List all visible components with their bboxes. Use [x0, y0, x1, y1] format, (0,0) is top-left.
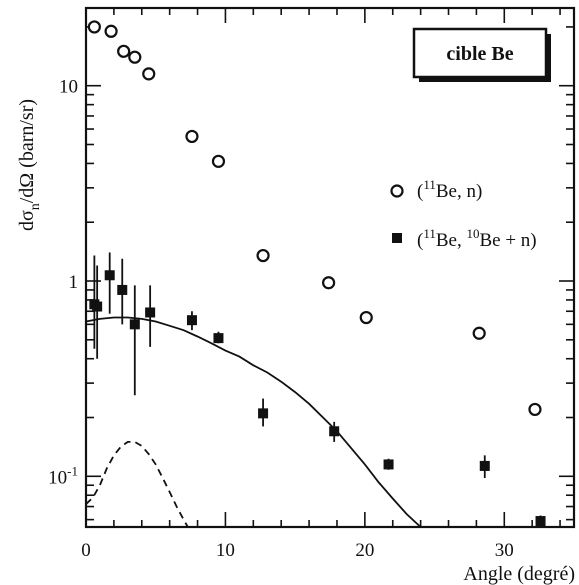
data-point-filled-square: [145, 307, 156, 318]
data-point-filled-square: [186, 315, 197, 326]
x-tick-label: 10: [216, 540, 235, 561]
data-point-open-circle: [256, 248, 270, 263]
y-tick-label: 1: [69, 272, 79, 293]
data-point-open-circle: [528, 402, 542, 417]
data-point-filled-square: [92, 301, 103, 312]
data-point-filled-square: [104, 270, 115, 281]
data-point-open-circle: [472, 326, 486, 340]
data-point-filled-square: [213, 333, 224, 344]
y-tick-label: 10: [59, 77, 78, 98]
data-point-open-circle: [87, 20, 101, 34]
curves: [85, 316, 422, 528]
data-point-filled-square: [129, 319, 140, 330]
data-point-open-circle: [104, 24, 118, 38]
data-point-open-circle: [142, 67, 156, 81]
annotation-box-frame: [412, 27, 548, 79]
x-axis-title: Angle (degré): [463, 563, 575, 585]
legend-open-circle-marker: [390, 184, 404, 198]
x-tick-label: 0: [81, 540, 91, 561]
data-point-open-circle: [185, 129, 199, 144]
legend: (11Be, n) (11Be, 10Be + n): [390, 177, 537, 251]
y-tick-label: 10-1: [48, 463, 78, 488]
x-tick-label: 30: [495, 540, 514, 561]
points: [87, 20, 546, 527]
legend-filled-square-marker: [392, 233, 402, 243]
y-axis-title: dσn/dΩ (barn/sr): [16, 99, 43, 231]
data-point-open-circle: [117, 44, 131, 58]
solid-curve: [85, 316, 422, 528]
annotation-box: cible Be: [412, 27, 551, 82]
data-point-open-circle: [211, 154, 226, 168]
plot-area-group: [84, 6, 576, 529]
data-point-filled-square: [383, 459, 394, 470]
x-tick-label: 20: [355, 540, 374, 561]
data-point-filled-square: [479, 460, 490, 471]
data-point-filled-square: [329, 426, 340, 437]
data-point-filled-square: [535, 516, 546, 527]
plot-frame: [84, 6, 576, 529]
annotation-box-text: cible Be: [446, 43, 513, 65]
data-point-open-circle: [128, 50, 142, 64]
data-point-open-circle: [359, 310, 373, 325]
data-point-open-circle: [322, 276, 336, 290]
dashed-curve: [85, 441, 189, 528]
legend-open-label: (11Be, n): [417, 177, 482, 202]
legend-filled-label: (11Be, 10Be + n): [417, 226, 537, 251]
data-point-filled-square: [117, 284, 128, 295]
data-point-filled-square: [258, 408, 269, 419]
ticks: 0 10 20 30 10-1 1 10: [48, 8, 574, 561]
